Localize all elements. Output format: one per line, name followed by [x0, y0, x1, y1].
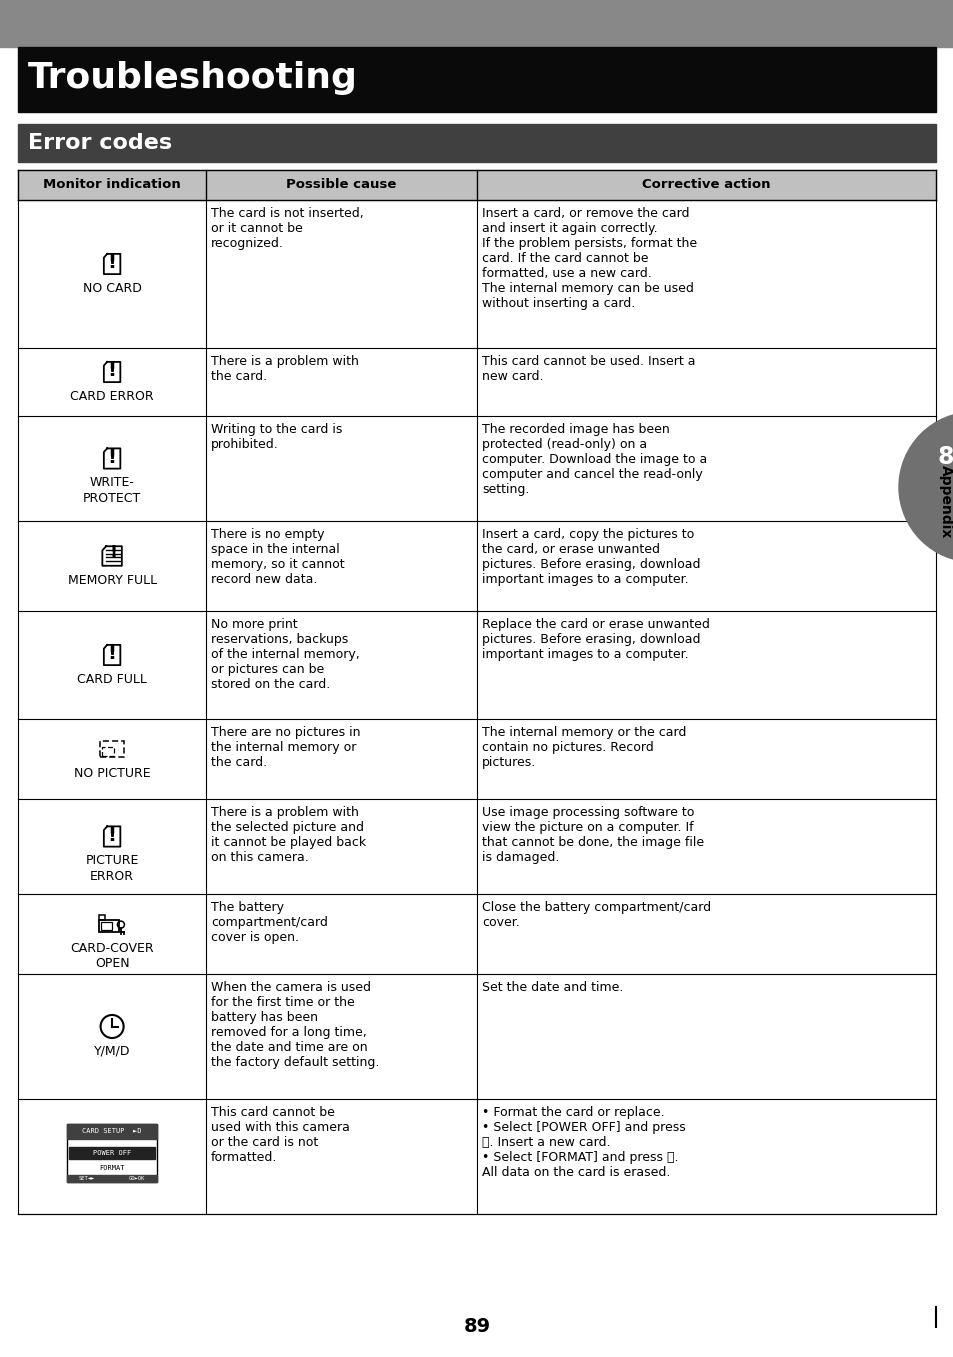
- Bar: [67, 1124, 157, 1182]
- Bar: [99, 920, 119, 932]
- Bar: [18, 170, 935, 199]
- Bar: [18, 199, 935, 347]
- Text: This card cannot be used. Insert a
new card.: This card cannot be used. Insert a new c…: [481, 356, 695, 383]
- Text: !: !: [109, 544, 117, 562]
- Text: There is a problem with
the card.: There is a problem with the card.: [211, 356, 358, 383]
- Text: PICTURE
ERROR: PICTURE ERROR: [86, 855, 138, 882]
- Text: There is a problem with
the selected picture and
it cannot be played back
on thi: There is a problem with the selected pic…: [211, 806, 366, 864]
- Bar: [18, 894, 935, 974]
- Text: Insert a card, or remove the card
and insert it again correctly.
If the problem : Insert a card, or remove the card and in…: [481, 208, 697, 309]
- Text: SET◄►: SET◄►: [79, 1175, 95, 1181]
- Text: Writing to the card is
prohibited.: Writing to the card is prohibited.: [211, 423, 342, 451]
- Text: This card cannot be
used with this camera
or the card is not
formatted.: This card cannot be used with this camer…: [211, 1106, 350, 1164]
- Text: The recorded image has been
protected (read-only) on a
computer. Download the im: The recorded image has been protected (r…: [481, 423, 706, 497]
- Text: Insert a card, copy the pictures to
the card, or erase unwanted
pictures. Before: Insert a card, copy the pictures to the …: [481, 528, 700, 586]
- Text: No more print
reservations, backups
of the internal memory,
or pictures can be
s: No more print reservations, backups of t…: [211, 617, 359, 691]
- Bar: [18, 719, 935, 799]
- Bar: [18, 47, 935, 113]
- Bar: [101, 921, 112, 930]
- Bar: [69, 1162, 155, 1174]
- Text: Y/M/D: Y/M/D: [93, 1045, 131, 1057]
- Text: Replace the card or erase unwanted
pictures. Before erasing, download
important : Replace the card or erase unwanted pictu…: [481, 617, 709, 661]
- Bar: [102, 748, 114, 756]
- Text: There are no pictures in
the internal memory or
the card.: There are no pictures in the internal me…: [211, 726, 360, 769]
- Bar: [18, 417, 935, 521]
- Text: Corrective action: Corrective action: [641, 179, 770, 191]
- Text: • Format the card or replace.
• Select [POWER OFF] and press
Ⓔ. Insert a new car: • Format the card or replace. • Select […: [481, 1106, 685, 1179]
- Text: FORMAT: FORMAT: [99, 1164, 125, 1171]
- Bar: [67, 1124, 157, 1139]
- Text: Use image processing software to
view the picture on a computer. If
that cannot : Use image processing software to view th…: [481, 806, 703, 864]
- Bar: [18, 611, 935, 719]
- Text: Appendix: Appendix: [938, 465, 952, 539]
- Text: CARD SETUP  ►D: CARD SETUP ►D: [82, 1128, 142, 1134]
- Bar: [69, 1147, 155, 1159]
- Text: Close the battery compartment/card
cover.: Close the battery compartment/card cover…: [481, 901, 710, 930]
- Circle shape: [898, 413, 953, 562]
- Bar: [18, 1099, 935, 1215]
- Text: POWER OFF: POWER OFF: [92, 1151, 132, 1156]
- Text: When the camera is used
for the first time or the
battery has been
removed for a: When the camera is used for the first ti…: [211, 981, 379, 1069]
- Text: CARD FULL: CARD FULL: [77, 673, 147, 687]
- Text: NO CARD: NO CARD: [83, 282, 141, 294]
- Text: CARD ERROR: CARD ERROR: [71, 389, 153, 403]
- Bar: [18, 521, 935, 611]
- Text: The card is not inserted,
or it cannot be
recognized.: The card is not inserted, or it cannot b…: [211, 208, 363, 250]
- Text: !: !: [108, 361, 116, 380]
- Text: Set the date and time.: Set the date and time.: [481, 981, 622, 993]
- Text: Troubleshooting: Troubleshooting: [28, 61, 357, 95]
- Bar: [18, 347, 935, 417]
- Text: !: !: [108, 645, 116, 664]
- Text: 89: 89: [463, 1318, 490, 1337]
- Text: WRITE-
PROTECT: WRITE- PROTECT: [83, 476, 141, 505]
- Bar: [18, 799, 935, 894]
- Text: !: !: [108, 826, 116, 845]
- Text: NO PICTURE: NO PICTURE: [73, 767, 151, 780]
- Bar: [67, 1175, 157, 1182]
- Bar: [18, 123, 935, 161]
- Text: MEMORY FULL: MEMORY FULL: [68, 574, 156, 588]
- Text: The internal memory or the card
contain no pictures. Record
pictures.: The internal memory or the card contain …: [481, 726, 685, 769]
- Text: CARD-COVER
OPEN: CARD-COVER OPEN: [71, 942, 153, 970]
- Bar: [18, 974, 935, 1099]
- Text: !: !: [108, 254, 116, 273]
- Bar: [99, 915, 105, 920]
- Bar: [100, 741, 124, 757]
- Text: Monitor indication: Monitor indication: [43, 179, 181, 191]
- Text: GO►OK: GO►OK: [129, 1175, 145, 1181]
- Text: 8: 8: [937, 445, 953, 470]
- Text: There is no empty
space in the internal
memory, so it cannot
record new data.: There is no empty space in the internal …: [211, 528, 344, 586]
- Text: !: !: [108, 448, 116, 467]
- Text: The battery
compartment/card
cover is open.: The battery compartment/card cover is op…: [211, 901, 328, 944]
- Text: Error codes: Error codes: [28, 133, 172, 153]
- Text: Possible cause: Possible cause: [286, 179, 396, 191]
- Bar: [0, 0, 953, 47]
